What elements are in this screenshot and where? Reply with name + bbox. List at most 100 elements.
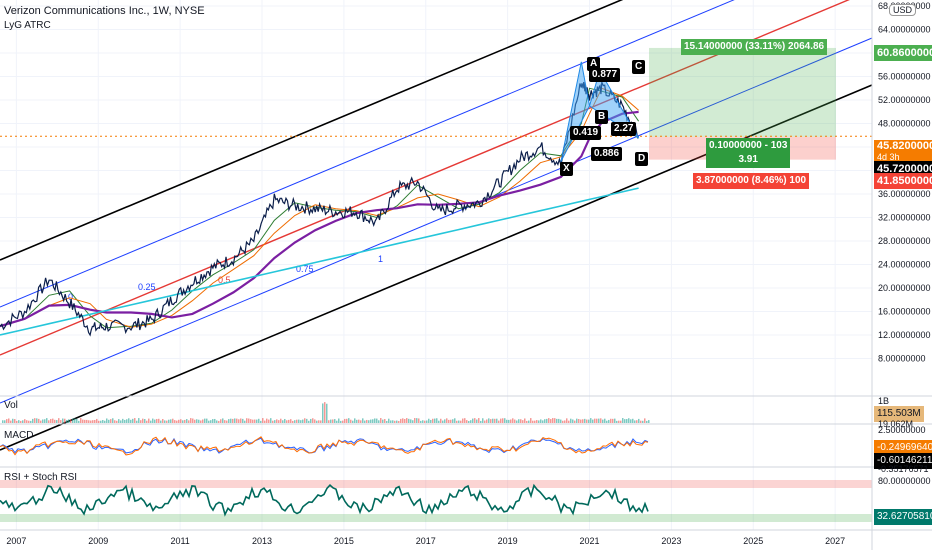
volume-bar — [590, 418, 592, 423]
volume-bar — [640, 420, 642, 423]
volume-bar — [270, 418, 272, 423]
volume-bar — [366, 419, 368, 423]
volume-bar — [434, 418, 436, 423]
volume-bar — [320, 420, 322, 423]
volume-bar — [352, 420, 354, 423]
volume-bar — [420, 420, 422, 423]
volume-bar — [340, 420, 342, 423]
ratio-xd: 0.886 — [591, 147, 623, 161]
fib-level-label: 1 — [378, 254, 383, 264]
volume-bar — [38, 418, 40, 423]
volume-bar — [34, 418, 36, 423]
volume-bar — [496, 418, 498, 423]
volume-bar — [18, 420, 20, 423]
volume-bar — [444, 419, 446, 423]
fib-level-label: 0.5 — [218, 275, 231, 285]
volume-bar — [400, 418, 402, 423]
volume-bar — [526, 420, 528, 423]
volume-bar — [258, 418, 260, 423]
profit-label: 15.14000000 (33.11%) 2064.86 — [681, 39, 828, 55]
bar-countdown: 4d 3h — [877, 152, 900, 162]
volume-bar — [448, 419, 450, 423]
volume-bar — [194, 419, 196, 423]
volume-bar — [358, 419, 360, 423]
volume-bar — [250, 419, 252, 423]
volume-bar — [458, 420, 460, 423]
profit-zone — [649, 47, 836, 137]
volume-bar — [264, 420, 266, 423]
volume-bar — [82, 419, 84, 423]
volume-bar — [88, 420, 90, 423]
volume-bar — [246, 418, 248, 423]
volume-bar — [276, 419, 278, 423]
pattern-point-d: D — [635, 152, 649, 166]
volume-bar — [248, 418, 250, 423]
volume-bar — [616, 420, 618, 423]
volume-bar — [8, 418, 10, 423]
volume-bar — [204, 418, 206, 423]
volume-bar — [238, 419, 240, 423]
rsi-pane-title: RSI + Stoch RSI — [4, 472, 78, 483]
volume-bar — [382, 419, 384, 423]
volume-bar — [342, 420, 344, 423]
volume-bar — [466, 420, 468, 423]
volume-bar — [530, 418, 532, 423]
volume-bar — [398, 420, 400, 423]
volume-bar — [286, 420, 288, 423]
volume-bar — [592, 419, 594, 423]
price-tick-label: 8.00000000 — [878, 354, 926, 364]
volume-bar — [502, 418, 504, 423]
volume-bar — [244, 420, 246, 423]
currency-button[interactable]: USD — [889, 4, 917, 16]
ma-fast — [0, 87, 640, 329]
volume-bar — [546, 418, 548, 423]
volume-bar — [24, 419, 26, 423]
volume-bar — [524, 418, 526, 423]
volume-bar — [436, 418, 438, 423]
volume-bar — [552, 418, 554, 423]
volume-bar — [106, 418, 108, 423]
volume-bar — [210, 420, 212, 423]
volume-bar — [332, 419, 334, 423]
volume-bar — [510, 419, 512, 423]
volume-bar — [364, 420, 366, 423]
volume-bar — [252, 419, 254, 423]
volume-bar — [412, 420, 414, 423]
volume-bar — [462, 418, 464, 423]
rsi-line — [0, 483, 649, 517]
volume-bar — [58, 418, 60, 423]
volume-bar — [298, 419, 300, 423]
volume-bar — [512, 418, 514, 423]
current-price-value: 45.82000000 — [877, 140, 932, 152]
volume-bar — [132, 418, 134, 423]
volume-bar — [604, 418, 606, 423]
volume-bar — [296, 419, 298, 423]
volume-bar — [540, 419, 542, 423]
volume-bar — [446, 418, 448, 423]
volume-bar — [406, 418, 408, 423]
volume-bar — [368, 420, 370, 423]
volume-bar — [64, 418, 66, 423]
volume-bar — [564, 420, 566, 423]
volume-bar — [292, 420, 294, 423]
volume-bar — [624, 419, 626, 423]
price-series — [0, 81, 640, 337]
volume-bar — [118, 419, 120, 423]
volume-bar — [2, 420, 4, 423]
volume-bar — [536, 420, 538, 423]
volume-bar — [476, 419, 478, 423]
volume-bar — [498, 420, 500, 423]
volume-bar — [26, 420, 28, 423]
volume-bar — [442, 420, 444, 423]
volume-bar — [468, 420, 470, 423]
volume-bar — [346, 418, 348, 423]
volume-bar — [76, 418, 78, 423]
volume-bar — [122, 418, 124, 423]
volume-bar — [460, 420, 462, 423]
indicator-panes — [0, 402, 872, 522]
volume-bar — [630, 419, 632, 423]
pattern-point-c: C — [632, 60, 646, 74]
vol-pane-title: Vol — [4, 400, 18, 411]
volume-bar — [606, 420, 608, 423]
